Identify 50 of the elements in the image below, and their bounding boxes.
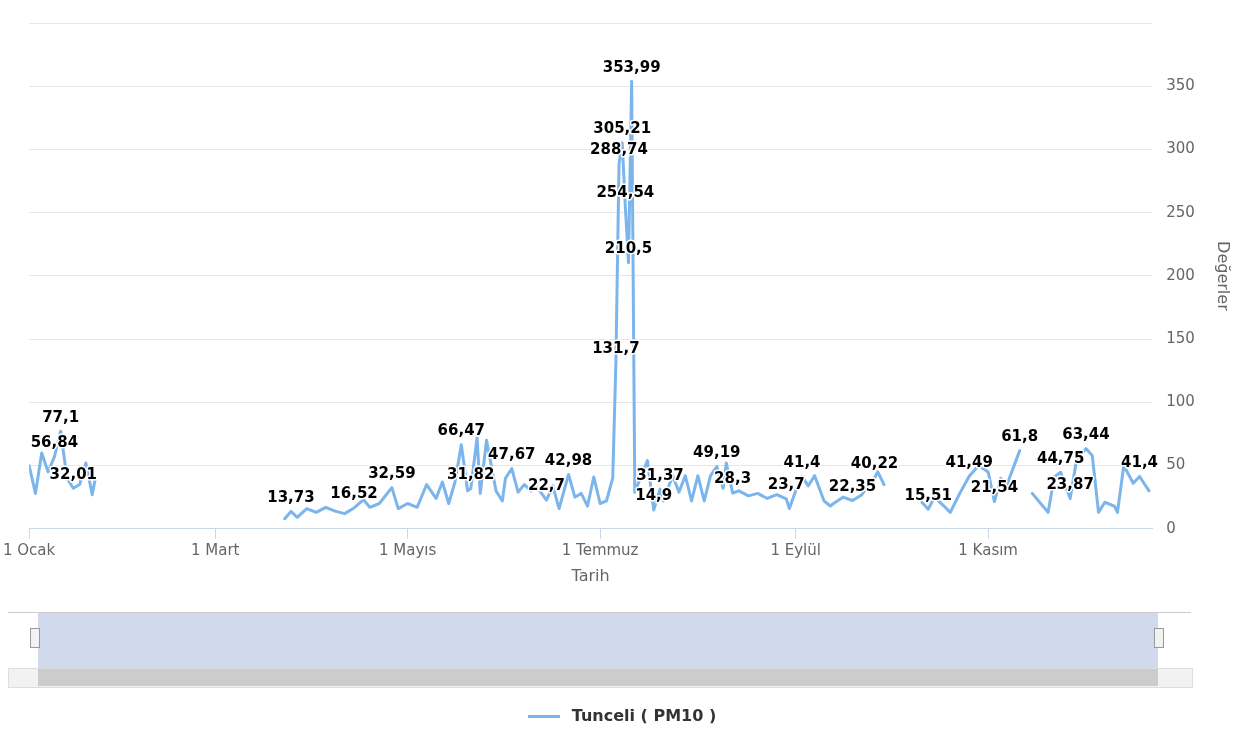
y-tick-label: 50	[1166, 455, 1186, 474]
data-label: 353,99	[602, 57, 661, 76]
x-tick-label: 1 Mart	[190, 540, 240, 559]
data-label: 305,21	[593, 119, 652, 138]
data-label: 23,7	[767, 475, 805, 494]
data-label: 61,8	[1001, 427, 1039, 446]
data-label: 23,87	[1046, 475, 1094, 494]
data-label: 15,51	[904, 485, 952, 504]
data-label: 56,84	[30, 433, 79, 452]
y-tick-label: 300	[1166, 139, 1195, 158]
data-label: 41,4	[783, 452, 821, 471]
x-tick-label: 1 Kasım	[958, 540, 1018, 559]
data-label: 66,47	[437, 421, 486, 440]
y-tick-label: 150	[1166, 329, 1195, 348]
data-label: 47,67	[488, 444, 536, 463]
data-label: 13,73	[267, 487, 315, 506]
data-label: 14,9	[635, 486, 673, 505]
y-tick-label: 200	[1166, 265, 1195, 284]
y-tick-label: 350	[1166, 76, 1195, 95]
data-label: 63,44	[1062, 424, 1110, 443]
data-label: 42,98	[544, 450, 593, 469]
y-tick-label: 250	[1166, 202, 1195, 221]
data-label: 22,7	[527, 476, 565, 495]
data-label: 32,01	[49, 464, 98, 483]
x-tick-label: 1 Temmuz	[561, 540, 639, 559]
x-tick-label: 1 Ocak	[3, 540, 56, 559]
data-label: 21,54	[970, 477, 1019, 496]
data-label: 22,35	[828, 476, 877, 495]
data-label: 49,19	[693, 442, 741, 461]
y-axis-title: Değerler	[1214, 241, 1234, 312]
data-label: 44,75	[1036, 448, 1085, 467]
data-label: 31,82	[447, 464, 495, 483]
x-axis-title: Tarih	[570, 565, 610, 585]
data-label: 210,5	[604, 239, 653, 258]
data-label: 32,59	[368, 463, 416, 482]
data-label: 40,22	[850, 454, 899, 473]
data-label: 28,3	[714, 469, 752, 488]
data-label: 254,54	[596, 183, 655, 202]
data-label: 41,4	[1121, 452, 1159, 471]
y-tick-label: 0	[1166, 518, 1176, 537]
x-tick-label: 1 Mayıs	[379, 540, 437, 559]
data-label: 131,7	[592, 338, 640, 357]
data-label: 288,74	[590, 140, 648, 159]
data-label: 41,49	[945, 452, 993, 471]
y-tick-label: 100	[1166, 392, 1195, 411]
data-label: 16,52	[330, 484, 378, 503]
data-label: 77,1	[42, 407, 80, 426]
x-tick-label: 1 Eylül	[770, 540, 821, 559]
legend-label: Tunceli ( PM10 )	[571, 706, 717, 725]
data-label: 31,37	[636, 465, 684, 484]
